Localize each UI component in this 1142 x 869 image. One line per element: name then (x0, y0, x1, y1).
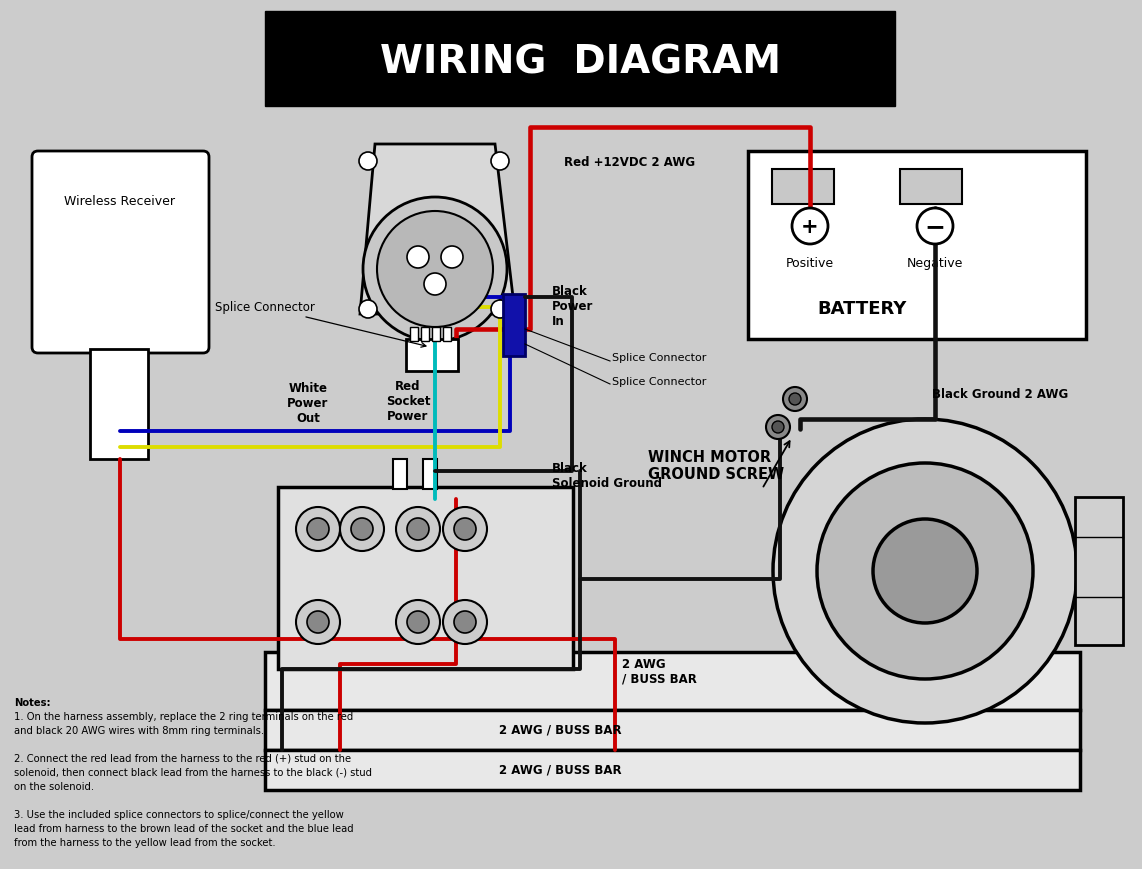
Bar (772, 169, 834, 205)
Text: Red
Socket
Power: Red Socket Power (386, 380, 431, 422)
Text: WINCH MOTOR
GROUND SCREW: WINCH MOTOR GROUND SCREW (648, 449, 785, 481)
Circle shape (296, 600, 340, 644)
Circle shape (359, 153, 377, 171)
Bar (748, 152, 1086, 340)
Bar (393, 460, 407, 489)
Circle shape (793, 209, 828, 245)
Circle shape (783, 388, 807, 412)
Circle shape (407, 519, 429, 541)
Circle shape (407, 247, 429, 269)
Text: Red +12VDC 2 AWG: Red +12VDC 2 AWG (564, 156, 695, 169)
Text: +: + (802, 216, 819, 236)
Bar (90, 349, 148, 460)
Text: Black Ground 2 AWG: Black Ground 2 AWG (932, 388, 1068, 401)
Circle shape (296, 507, 340, 551)
Circle shape (766, 415, 790, 440)
Text: Black
Solenoid Ground: Black Solenoid Ground (552, 461, 662, 489)
Text: Negative: Negative (907, 256, 963, 269)
Circle shape (377, 212, 493, 328)
Text: solenoid, then connect black lead from the harness to the black (-) stud: solenoid, then connect black lead from t… (14, 767, 372, 777)
Text: 2 AWG
/ BUSS BAR: 2 AWG / BUSS BAR (622, 657, 697, 686)
Text: 3. Use the included splice connectors to splice/connect the yellow: 3. Use the included splice connectors to… (14, 809, 344, 819)
Circle shape (307, 611, 329, 634)
Circle shape (491, 153, 509, 171)
Text: Black
Power
In: Black Power In (552, 285, 594, 328)
Text: lead from harness to the brown lead of the socket and the blue lead: lead from harness to the brown lead of t… (14, 823, 354, 833)
Circle shape (443, 600, 486, 644)
Circle shape (817, 463, 1034, 680)
Bar (265, 710, 1080, 750)
Bar (407, 340, 458, 372)
Circle shape (455, 611, 476, 634)
Circle shape (363, 198, 507, 342)
Circle shape (307, 519, 329, 541)
Circle shape (772, 421, 785, 434)
Circle shape (396, 507, 440, 551)
Circle shape (455, 519, 476, 541)
Circle shape (491, 301, 509, 319)
Circle shape (441, 247, 463, 269)
Bar (1075, 497, 1123, 646)
Text: Positive: Positive (786, 256, 834, 269)
Text: 2. Connect the red lead from the harness to the red (+) stud on the: 2. Connect the red lead from the harness… (14, 753, 351, 763)
Bar (421, 328, 429, 342)
Text: BATTERY: BATTERY (818, 300, 907, 318)
Bar (278, 488, 573, 669)
Circle shape (351, 519, 373, 541)
Text: WIRING  DIAGRAM: WIRING DIAGRAM (379, 43, 780, 81)
Text: and black 20 AWG wires with 8mm ring terminals.: and black 20 AWG wires with 8mm ring ter… (14, 725, 264, 735)
Circle shape (443, 507, 486, 551)
Bar (502, 295, 525, 356)
Bar (265, 653, 1080, 710)
Text: Splice Connector: Splice Connector (612, 353, 707, 362)
Text: −: − (925, 215, 946, 239)
Text: on the solenoid.: on the solenoid. (14, 781, 94, 791)
Text: 2 AWG / BUSS BAR: 2 AWG / BUSS BAR (499, 723, 621, 736)
Text: 2 AWG / BUSS BAR: 2 AWG / BUSS BAR (499, 763, 621, 776)
Text: from the harness to the yellow lead from the socket.: from the harness to the yellow lead from… (14, 837, 275, 847)
Circle shape (789, 394, 801, 406)
Circle shape (340, 507, 384, 551)
Text: Splice Connector: Splice Connector (612, 376, 707, 387)
Bar (265, 12, 895, 107)
Circle shape (359, 301, 377, 319)
FancyBboxPatch shape (32, 152, 209, 354)
Circle shape (407, 611, 429, 634)
Circle shape (773, 420, 1077, 723)
Polygon shape (360, 145, 515, 315)
Bar (432, 328, 440, 342)
Text: White
Power
Out: White Power Out (288, 381, 329, 425)
Circle shape (424, 274, 447, 295)
Text: Notes:: Notes: (14, 697, 50, 707)
Bar (900, 169, 962, 205)
Circle shape (396, 600, 440, 644)
Text: 1. On the harness assembly, replace the 2 ring terminals on the red: 1. On the harness assembly, replace the … (14, 711, 353, 721)
Text: Splice Connector: Splice Connector (215, 302, 426, 348)
Circle shape (917, 209, 954, 245)
Circle shape (872, 520, 978, 623)
Bar (443, 328, 451, 342)
Bar (265, 750, 1080, 790)
Bar (410, 328, 418, 342)
Bar (423, 460, 437, 489)
Text: Wireless Receiver: Wireless Receiver (64, 195, 176, 208)
